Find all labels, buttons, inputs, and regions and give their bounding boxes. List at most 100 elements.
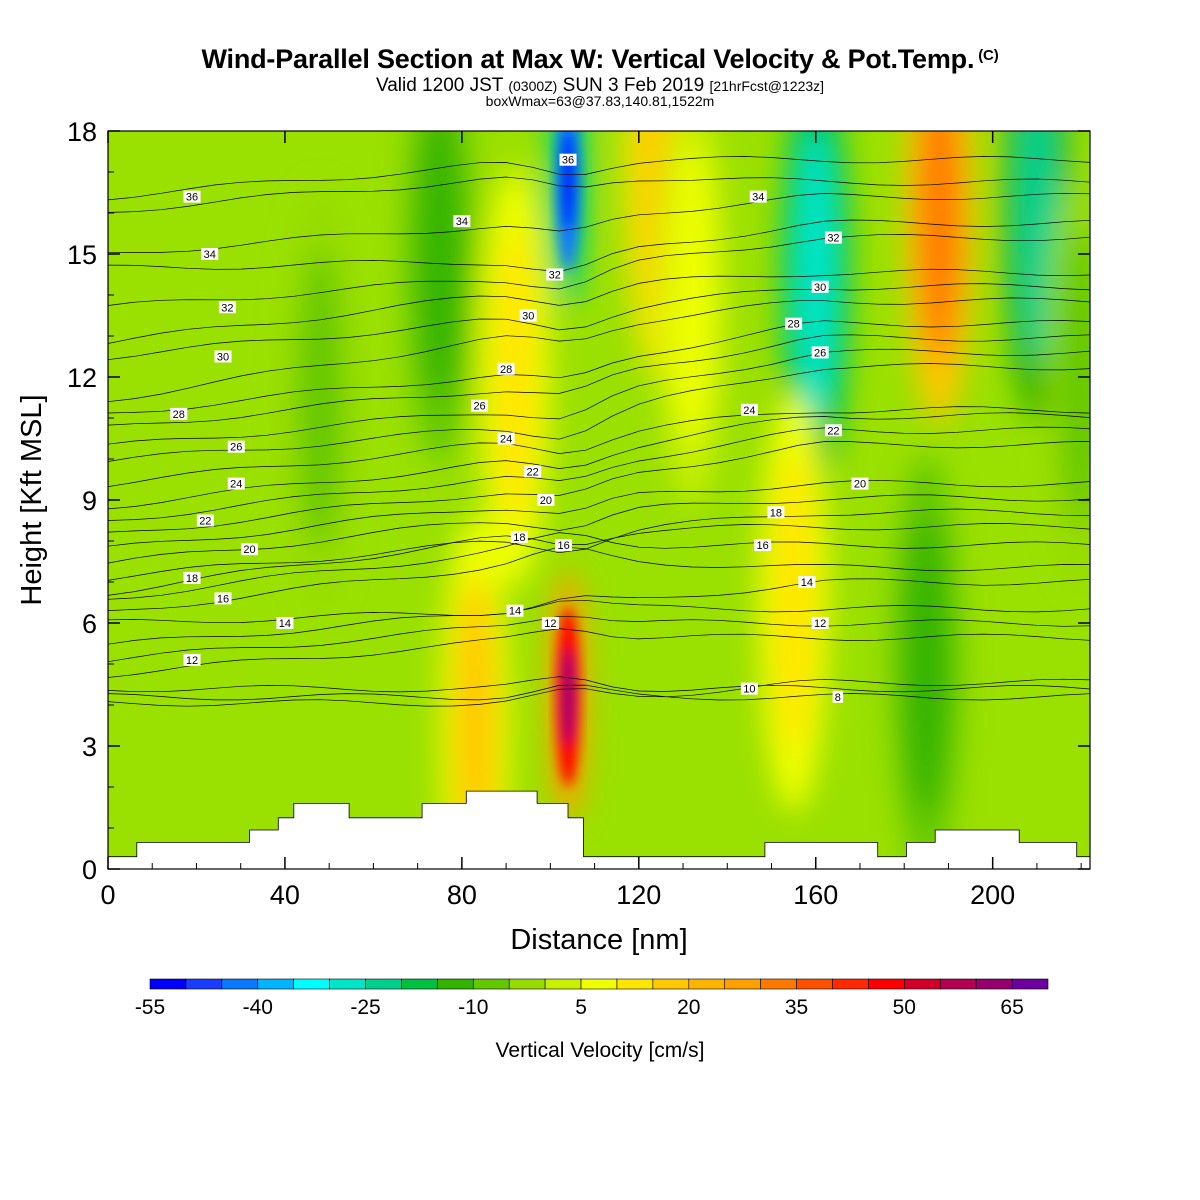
theta-contour — [108, 348, 1090, 445]
theta-label: 12 — [541, 617, 559, 630]
colorbar-swatch — [616, 978, 654, 990]
theta-label-text: 22 — [827, 425, 839, 437]
theta-contours — [108, 156, 1090, 707]
theta-label: 34 — [201, 248, 219, 261]
colorbar-swatch — [832, 978, 869, 990]
theta-contour — [108, 508, 1090, 581]
w-feature — [793, 131, 838, 425]
theta-label-bg — [749, 190, 767, 203]
theta-label-text: 30 — [814, 282, 826, 294]
w-feature — [917, 131, 962, 363]
colorbar-swatch — [724, 978, 761, 990]
theta-contour — [108, 523, 1090, 596]
y-tick-label: 18 — [67, 117, 97, 147]
w-feature — [904, 514, 949, 814]
theta-label: 28 — [170, 407, 188, 421]
theta-label-bg — [740, 403, 758, 416]
theta-label: 36 — [183, 190, 201, 204]
theta-label: 26 — [227, 440, 245, 454]
theta-contour — [108, 578, 1090, 624]
theta-contour — [108, 599, 1090, 645]
theta-label: 18 — [767, 506, 785, 519]
chart-subtitle: Valid 1200 JST (0300Z) SUN 3 Feb 2019 [2… — [0, 75, 1200, 97]
x-axis-label: Distance [nm] — [510, 924, 687, 956]
theta-label: 24 — [740, 403, 758, 417]
theta-contour — [108, 678, 1090, 707]
theta-label: 26 — [471, 399, 489, 413]
copyright-mark: (C) — [978, 47, 999, 64]
colorbar-tick-label: 65 — [1000, 996, 1023, 1019]
theta-label-text: 14 — [801, 577, 813, 589]
colorbar-swatch — [437, 978, 474, 990]
colorbar-swatch — [149, 978, 187, 990]
w-feature — [417, 131, 462, 404]
theta-label: 28 — [497, 362, 515, 376]
theta-label: 18 — [510, 530, 528, 544]
theta-label-bg — [196, 514, 214, 527]
theta-label-bg — [824, 231, 842, 244]
theta-label-bg — [201, 248, 219, 260]
colorbar-swatch — [401, 978, 438, 990]
x-tick-label: 120 — [616, 880, 661, 910]
theta-label-text: 22 — [527, 466, 539, 478]
theta-contour — [108, 615, 1090, 663]
theta-label: 32 — [824, 231, 842, 245]
colorbar-tick-label: -10 — [458, 996, 488, 1019]
colorbar-swatch — [868, 978, 905, 990]
theta-label-text: 12 — [186, 655, 198, 667]
theta-label-bg — [754, 539, 772, 552]
colorbar-swatch — [508, 978, 546, 990]
theta-label-bg — [471, 399, 489, 412]
theta-label: 14 — [506, 604, 524, 618]
theta-label-bg — [227, 440, 245, 453]
colorbar-swatch — [1011, 978, 1049, 990]
theta-label-text: 20 — [854, 479, 866, 491]
forecast-info: [21hrFcst@1223z] — [709, 78, 825, 94]
theta-label-bg — [832, 690, 844, 703]
valid-date: SUN 3 Feb 2019 — [562, 75, 705, 96]
theta-label-bg — [453, 215, 471, 228]
theta-label-text: 22 — [199, 516, 211, 528]
theta-label-bg — [183, 571, 201, 584]
theta-label-bg — [559, 153, 577, 166]
theta-label: 24 — [227, 477, 245, 491]
theta-contour — [108, 192, 1090, 253]
y-tick-label: 12 — [67, 363, 97, 393]
colorbar-swatch — [975, 978, 1013, 990]
colorbar-swatch — [329, 978, 366, 990]
theta-contour — [108, 532, 1090, 600]
theta-label-bg — [276, 617, 294, 629]
theta-label-text: 28 — [500, 364, 512, 376]
y-tick-label: 9 — [82, 486, 97, 516]
theta-label: 30 — [214, 350, 232, 364]
theta-label-bg — [510, 530, 528, 543]
theta-contour — [108, 176, 1090, 213]
colorbar-tick-label: 20 — [677, 996, 700, 1019]
theta-contour — [108, 283, 1090, 361]
theta-label: 12 — [183, 653, 201, 667]
theta-label: 16 — [555, 539, 573, 552]
theta-contour — [108, 219, 1090, 272]
theta-label-bg — [798, 576, 816, 588]
theta-label-text: 24 — [230, 479, 242, 491]
theta-label-text: 24 — [500, 434, 512, 446]
theta-label-text: 30 — [217, 352, 229, 364]
w-feature — [298, 247, 343, 548]
colorbar-swatch — [688, 978, 726, 990]
theta-label-bg — [767, 506, 785, 519]
colorbar-tick-label: 50 — [893, 996, 916, 1019]
colorbar: -55 -40 -25 -10 5 20 35 50 65 — [135, 978, 1049, 1019]
theta-label: 24 — [497, 432, 515, 446]
theta-label-text: 32 — [827, 233, 839, 245]
theta-label: 16 — [214, 592, 232, 605]
colorbar-swatch — [760, 978, 797, 990]
theta-contour — [108, 412, 1090, 510]
colorbar-swatch — [472, 978, 510, 990]
theta-label: 14 — [798, 576, 816, 589]
colorbar-swatch — [221, 978, 259, 990]
theta-contour — [108, 479, 1090, 547]
w-feature — [1014, 131, 1059, 363]
theta-label-text: 32 — [221, 302, 233, 314]
